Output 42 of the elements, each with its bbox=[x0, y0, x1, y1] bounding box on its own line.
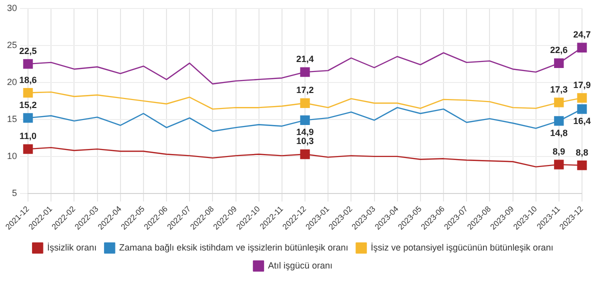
legend-label: Zamana bağlı eksik istihdam ve işsizlerin bütünleşik oranı bbox=[119, 242, 348, 252]
data-label: 17,2 bbox=[296, 85, 314, 96]
point bbox=[23, 88, 33, 98]
point bbox=[23, 113, 33, 123]
y-tick-label: 15 bbox=[6, 114, 18, 124]
data-label: 10,3 bbox=[296, 136, 314, 146]
point bbox=[300, 98, 310, 108]
point bbox=[23, 59, 33, 69]
data-label: 22,6 bbox=[550, 45, 568, 56]
point bbox=[300, 67, 310, 77]
data-label: 17,9 bbox=[573, 80, 591, 90]
data-label: 22,5 bbox=[19, 46, 37, 56]
y-tick-label: 25 bbox=[6, 40, 18, 50]
data-label: 14,8 bbox=[550, 128, 568, 138]
point bbox=[300, 149, 310, 160]
y-tick-label: 30 bbox=[6, 2, 18, 13]
data-label: 11,0 bbox=[19, 131, 37, 142]
data-label: 21,4 bbox=[296, 54, 314, 64]
legend-label: İşsiz ve potansiyel işgücünün bütünleşik oranı bbox=[370, 242, 554, 252]
point bbox=[554, 98, 564, 108]
data-label: 16,4 bbox=[573, 116, 591, 126]
point bbox=[577, 42, 587, 52]
legend-label: İşsizlik oranı bbox=[47, 242, 97, 252]
y-tick-label: 20 bbox=[6, 76, 18, 87]
point bbox=[554, 116, 564, 126]
data-label: 14,9 bbox=[296, 127, 314, 138]
y-tick-label: 5 bbox=[12, 188, 18, 198]
point bbox=[554, 160, 564, 170]
data-label: 24,7 bbox=[573, 30, 591, 40]
point bbox=[577, 93, 587, 103]
data-label: 17,3 bbox=[550, 84, 568, 94]
point bbox=[554, 58, 564, 68]
point bbox=[577, 160, 587, 170]
data-label: 18,6 bbox=[19, 74, 37, 85]
point bbox=[300, 115, 310, 126]
point bbox=[23, 144, 33, 154]
data-label: 8,9 bbox=[552, 146, 566, 157]
data-label: 8,8 bbox=[576, 147, 588, 158]
point bbox=[577, 104, 587, 114]
legend-label: Atıl işgücü oranı bbox=[268, 260, 333, 270]
data-label: 15,2 bbox=[19, 100, 37, 110]
y-tick-label: 10 bbox=[6, 150, 18, 161]
